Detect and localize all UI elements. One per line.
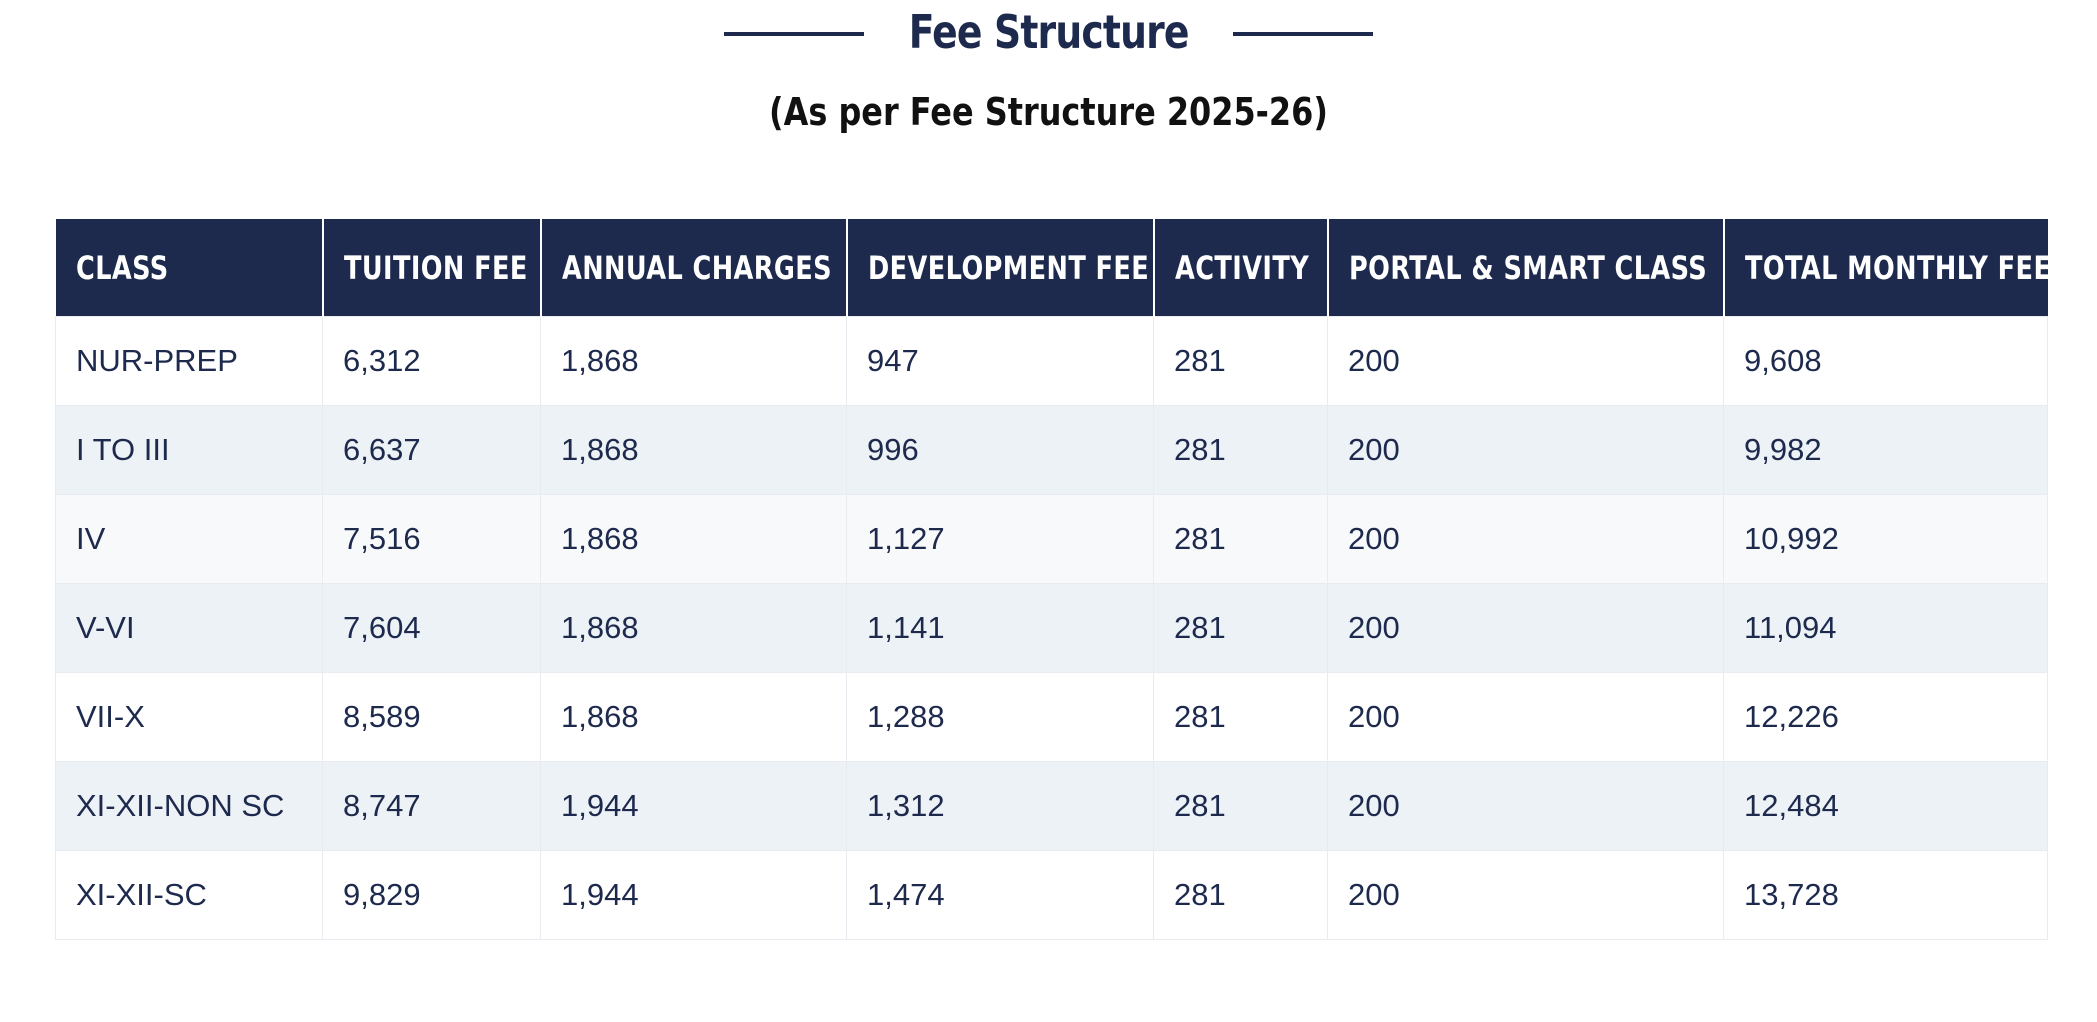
cell-tuition-fee: 9,829 <box>322 850 541 940</box>
table-row: V-VI 7,604 1,868 1,141 281 200 11,094 <box>55 583 2048 673</box>
cell-tuition-fee: 8,589 <box>322 672 541 762</box>
cell-activity: 281 <box>1153 316 1328 406</box>
cell-total-monthly-fee: 12,484 <box>1723 761 2048 851</box>
cell-activity: 281 <box>1153 761 1328 851</box>
cell-annual-charges: 1,868 <box>540 583 847 673</box>
cell-class: I TO III <box>55 405 323 495</box>
column-header-portal-smart-class: PORTAL & SMART CLASS <box>1327 219 1725 317</box>
cell-total-monthly-fee: 13,728 <box>1723 850 2048 940</box>
cell-annual-charges: 1,868 <box>540 316 847 406</box>
cell-portal-smart-class: 200 <box>1327 850 1724 940</box>
cell-tuition-fee: 7,604 <box>322 583 541 673</box>
table-row: I TO III 6,637 1,868 996 281 200 9,982 <box>55 405 2048 495</box>
cell-activity: 281 <box>1153 850 1328 940</box>
cell-activity: 281 <box>1153 405 1328 495</box>
cell-portal-smart-class: 200 <box>1327 316 1724 406</box>
cell-class: XI-XII-NON SC <box>55 761 323 851</box>
cell-class: IV <box>55 494 323 584</box>
table-row: NUR-PREP 6,312 1,868 947 281 200 9,608 <box>55 316 2048 406</box>
cell-tuition-fee: 6,637 <box>322 405 541 495</box>
cell-development-fee: 1,141 <box>846 583 1154 673</box>
cell-development-fee: 1,288 <box>846 672 1154 762</box>
cell-total-monthly-fee: 9,608 <box>1723 316 2048 406</box>
column-header-development-fee: DEVELOPMENT FEE <box>846 219 1155 317</box>
cell-development-fee: 1,474 <box>846 850 1154 940</box>
cell-development-fee: 996 <box>846 405 1154 495</box>
cell-development-fee: 1,312 <box>846 761 1154 851</box>
cell-annual-charges: 1,944 <box>540 850 847 940</box>
cell-portal-smart-class: 200 <box>1327 583 1724 673</box>
table-row: XI-XII-SC 9,829 1,944 1,474 281 200 13,7… <box>55 850 2048 940</box>
cell-tuition-fee: 8,747 <box>322 761 541 851</box>
column-header-class: CLASS <box>55 219 324 317</box>
cell-activity: 281 <box>1153 494 1328 584</box>
cell-total-monthly-fee: 12,226 <box>1723 672 2048 762</box>
cell-development-fee: 1,127 <box>846 494 1154 584</box>
column-header-annual-charges: ANNUAL CHARGES <box>540 219 848 317</box>
fee-structure-table: CLASS TUITION FEE ANNUAL CHARGES DEVELOP… <box>55 219 2048 940</box>
cell-portal-smart-class: 200 <box>1327 405 1724 495</box>
cell-activity: 281 <box>1153 583 1328 673</box>
column-header-activity: ACTIVITY <box>1153 219 1329 317</box>
cell-annual-charges: 1,944 <box>540 761 847 851</box>
title-right-rule <box>1233 32 1374 36</box>
cell-portal-smart-class: 200 <box>1327 761 1724 851</box>
cell-class: V-VI <box>55 583 323 673</box>
cell-annual-charges: 1,868 <box>540 405 847 495</box>
column-header-total-monthly-fee: TOTAL MONTHLY FEE <box>1723 219 2048 317</box>
table-row: XI-XII-NON SC 8,747 1,944 1,312 281 200 … <box>55 761 2048 851</box>
title-left-rule <box>723 32 864 36</box>
cell-tuition-fee: 6,312 <box>322 316 541 406</box>
cell-total-monthly-fee: 11,094 <box>1723 583 2048 673</box>
cell-annual-charges: 1,868 <box>540 494 847 584</box>
cell-activity: 281 <box>1153 672 1328 762</box>
cell-class: NUR-PREP <box>55 316 323 406</box>
cell-annual-charges: 1,868 <box>540 672 847 762</box>
page-title-row: Fee Structure <box>0 0 2097 64</box>
cell-portal-smart-class: 200 <box>1327 494 1724 584</box>
table-row: IV 7,516 1,868 1,127 281 200 10,992 <box>55 494 2048 584</box>
cell-development-fee: 947 <box>846 316 1154 406</box>
cell-tuition-fee: 7,516 <box>322 494 541 584</box>
cell-total-monthly-fee: 9,982 <box>1723 405 2048 495</box>
table-row: VII-X 8,589 1,868 1,288 281 200 12,226 <box>55 672 2048 762</box>
cell-total-monthly-fee: 10,992 <box>1723 494 2048 584</box>
page-subtitle: (As per Fee Structure 2025-26) <box>769 90 1328 134</box>
cell-portal-smart-class: 200 <box>1327 672 1724 762</box>
cell-class: XI-XII-SC <box>55 850 323 940</box>
page-title: Fee Structure <box>908 5 1190 59</box>
cell-class: VII-X <box>55 672 323 762</box>
column-header-tuition-fee: TUITION FEE <box>322 219 542 317</box>
table-header-row: CLASS TUITION FEE ANNUAL CHARGES DEVELOP… <box>55 219 2048 317</box>
